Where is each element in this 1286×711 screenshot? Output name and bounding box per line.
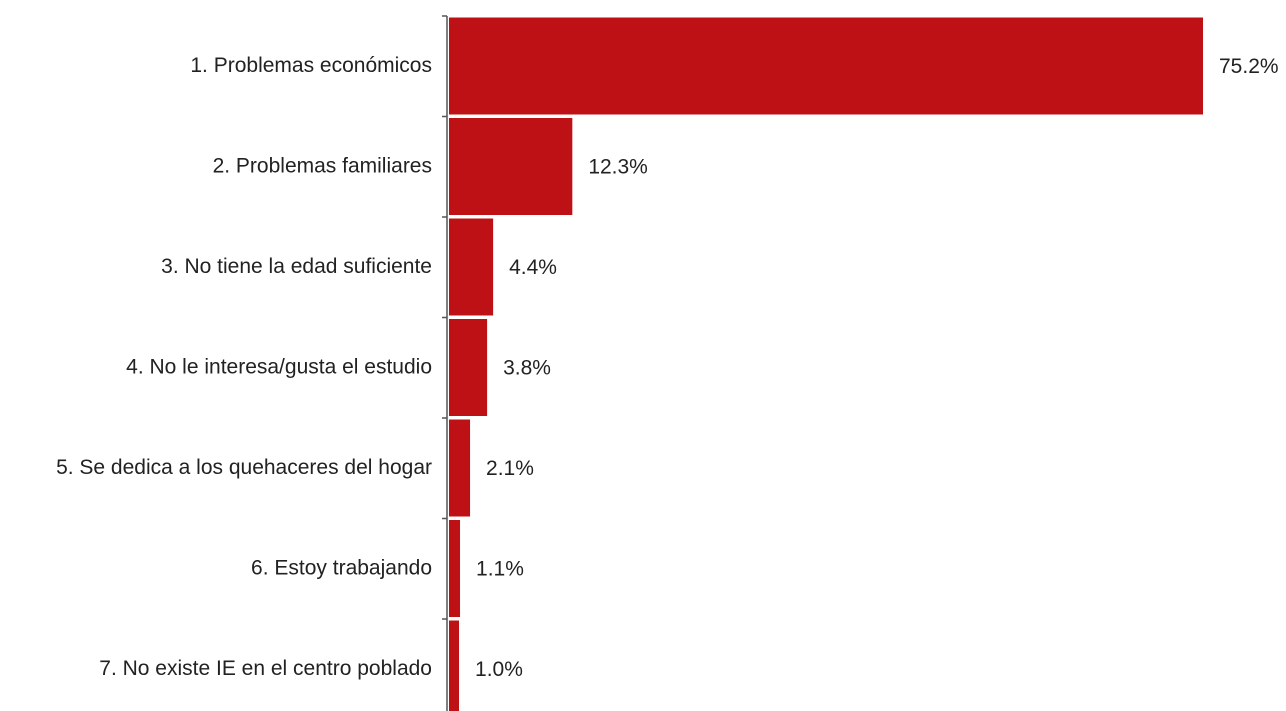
bar-6 <box>449 520 461 617</box>
category-label-7: 7. No existe IE en el centro poblado <box>99 657 432 680</box>
value-label-1: 75.2% <box>1219 55 1279 78</box>
category-label-3: 3. No tiene la edad suficiente <box>161 255 432 278</box>
category-label-6: 6. Estoy trabajando <box>251 556 432 579</box>
category-label-5: 5. Se dedica a los quehaceres del hogar <box>56 456 432 479</box>
bar-3 <box>449 218 494 316</box>
value-label-7: 1.0% <box>475 658 523 681</box>
bar-1 <box>449 17 1203 115</box>
bar-7 <box>449 620 460 711</box>
bars-layer <box>449 17 1203 711</box>
category-label-1: 1. Problemas económicos <box>190 54 432 77</box>
value-label-3: 4.4% <box>509 256 557 279</box>
category-label-2: 2. Problemas familiares <box>213 154 432 177</box>
category-label-4: 4. No le interesa/gusta el estudio <box>126 355 432 378</box>
value-label-4: 3.8% <box>503 356 551 379</box>
bar-2 <box>449 118 573 215</box>
value-label-6: 1.1% <box>476 557 524 580</box>
y-axis <box>442 15 448 711</box>
labels-layer: 1. Problemas económicos 75.2% 2. Problemas… <box>56 54 1278 681</box>
value-label-5: 2.1% <box>486 457 534 480</box>
value-label-2: 12.3% <box>588 155 648 178</box>
bar-5 <box>449 419 471 517</box>
bar-4 <box>449 319 488 416</box>
